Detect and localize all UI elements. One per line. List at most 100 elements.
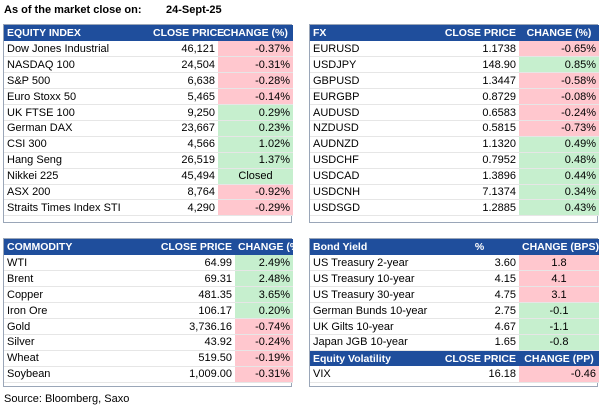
equity-price-cell: 6,638 [150,72,218,90]
equity-change-cell: -0.31% [218,56,293,74]
commodity-change-cell: -0.74% [235,318,293,335]
bond-name-cell: US Treasury 30-year [310,286,440,304]
commodity-table: COMMODITY CLOSE PRICE CHANGE (%) WTI 64.9… [3,238,303,387]
fx-change-cell: -0.24% [519,104,599,121]
equity-price-cell: 45,494 [150,168,218,185]
commodity-change-cell: -0.31% [235,366,293,383]
bond-name-cell: US Treasury 2-year [310,255,440,272]
fx-row: USDJPY 148.90 0.85% [310,56,599,74]
commodity-row: Gold 3,736.16 -0.74% [4,318,293,335]
commodity-price-cell: 3,736.16 [150,318,235,335]
fx-row: AUDNZD 1.1320 0.49% [310,136,599,153]
header-date: 24-Sept-25 [166,4,222,16]
fx-col-name: FX [310,25,430,41]
source-note: Source: Bloomberg, Saxo [4,393,130,405]
equity-change-cell: 0.29% [218,104,293,121]
commodity-name-cell: Iron Ore [4,302,150,320]
volatility-price-cell: 16.18 [440,366,519,383]
equity-price-cell: 4,290 [150,199,218,217]
fx-price-cell: 0.7952 [430,152,519,169]
commodity-change-cell: 0.20% [235,302,293,320]
fx-row: USDCNH 7.1374 0.34% [310,184,599,201]
commodity-name-cell: WTI [4,255,150,272]
fx-name-cell: USDCAD [310,168,430,185]
commodity-col-change: CHANGE (%) [235,239,303,255]
bond-row: US Treasury 30-year 4.75 3.1 [310,286,599,304]
fx-name-cell: USDJPY [310,56,430,74]
bond-price-cell: 4.67 [440,318,519,335]
equity-change-cell: -0.28% [218,72,293,90]
fx-change-cell: 0.34% [519,184,599,201]
commodity-row: Iron Ore 106.17 0.20% [4,302,293,320]
fx-col-price: CLOSE PRICE [430,25,519,41]
bond-row: Japan JGB 10-year 1.65 -0.8 [310,334,599,351]
equity-index-table: EQUITY INDEX CLOSE PRICE CHANGE (%) Dow … [3,24,293,223]
equity-col-price: CLOSE PRICE [150,25,224,41]
equity-price-cell: 24,504 [150,56,218,74]
fx-row: GBPUSD 1.3447 -0.58% [310,72,599,90]
fx-price-cell: 0.5815 [430,120,519,137]
fx-price-cell: 0.6583 [430,104,519,121]
fx-name-cell: EURGBP [310,88,430,106]
fx-change-cell: -0.73% [519,120,599,137]
bond-row: US Treasury 2-year 3.60 1.8 [310,255,599,272]
bond-price-cell: 1.65 [440,334,519,351]
bond-price-cell: 3.60 [440,255,519,272]
fx-price-cell: 148.90 [430,56,519,74]
fx-price-cell: 1.3896 [430,168,519,185]
bond-change-cell: -1.1 [519,318,599,335]
equity-row: ASX 200 8,764 -0.92% [4,184,293,201]
commodity-price-cell: 64.99 [150,255,235,272]
commodity-price-cell: 43.92 [150,334,235,351]
commodity-col-price: CLOSE PRICE [150,239,235,255]
equity-name-cell: ASX 200 [4,184,150,201]
commodity-name-cell: Copper [4,286,150,304]
fx-header-row: FX CLOSE PRICE CHANGE (%) [310,25,599,41]
equity-price-cell: 23,667 [150,120,218,137]
equity-col-name: EQUITY INDEX [4,25,150,41]
equity-price-cell: 4,566 [150,136,218,153]
fx-change-cell: 0.85% [519,56,599,74]
commodity-row: Silver 43.92 -0.24% [4,334,293,351]
equity-change-cell: -0.14% [218,88,293,106]
volatility-col-change: CHANGE (PP) [519,350,599,367]
header-label: As of the market close on: [4,4,142,16]
commodity-row: Wheat 519.50 -0.19% [4,350,293,367]
fx-change-cell: 0.48% [519,152,599,169]
equity-name-cell: Straits Times Index STI [4,199,150,217]
commodity-name-cell: Soybean [4,366,150,383]
equity-name-cell: S&P 500 [4,72,150,90]
commodity-row: Soybean 1,009.00 -0.31% [4,366,293,383]
commodity-change-cell: 2.49% [235,255,293,272]
equity-price-cell: 46,121 [150,41,218,58]
equity-price-cell: 5,465 [150,88,218,106]
equity-row: UK FTSE 100 9,250 0.29% [4,104,293,121]
equity-change-cell: 1.02% [218,136,293,153]
bond-name-cell: US Treasury 10-year [310,270,440,288]
fx-change-cell: 0.44% [519,168,599,185]
bond-yield-table: Bond Yield % CHANGE (BPS) US Treasury 2-… [309,238,599,387]
bond-name-cell: Japan JGB 10-year [310,334,440,351]
bond-change-cell: -0.1 [519,302,599,320]
equity-price-cell: 8,764 [150,184,218,201]
equity-change-cell: -0.92% [218,184,293,201]
bond-name-cell: UK Gilts 10-year [310,318,440,335]
equity-row: German DAX 23,667 0.23% [4,120,293,137]
fx-change-cell: -0.58% [519,72,599,90]
equity-name-cell: Euro Stoxx 50 [4,88,150,106]
commodity-change-cell: 2.48% [235,270,293,288]
market-close-header: As of the market close on: 24-Sept-25 [4,4,222,18]
fx-change-cell: -0.08% [519,88,599,106]
commodity-price-cell: 106.17 [150,302,235,320]
bond-col-name: Bond Yield [310,239,440,255]
bond-change-cell: 1.8 [519,255,599,272]
fx-name-cell: AUDNZD [310,136,430,153]
equity-header-row: EQUITY INDEX CLOSE PRICE CHANGE (%) [4,25,293,41]
fx-row: USDSGD 1.2885 0.43% [310,199,599,217]
volatility-change-cell: -0.46 [519,366,599,383]
equity-change-cell: -0.37% [218,41,293,58]
equity-name-cell: UK FTSE 100 [4,104,150,121]
commodity-row: Brent 69.31 2.48% [4,270,293,288]
equity-row: Euro Stoxx 50 5,465 -0.14% [4,88,293,106]
equity-name-cell: Dow Jones Industrial [4,41,150,58]
